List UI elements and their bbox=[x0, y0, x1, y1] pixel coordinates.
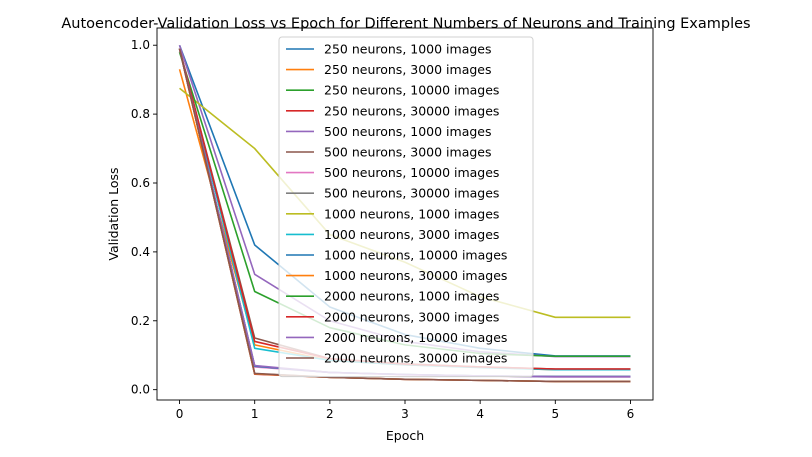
legend-label: 2000 neurons, 3000 images bbox=[324, 309, 499, 324]
legend-label: 500 neurons, 30000 images bbox=[324, 186, 499, 201]
y-tick-label: 0.0 bbox=[131, 383, 150, 397]
x-tick-label: 2 bbox=[326, 407, 334, 421]
series-line-16 bbox=[178, 48, 631, 383]
legend-label: 1000 neurons, 1000 images bbox=[324, 206, 499, 221]
y-tick-label: 0.8 bbox=[131, 107, 150, 121]
x-tick-label: 3 bbox=[401, 407, 409, 421]
legend-label: 2000 neurons, 10000 images bbox=[324, 330, 507, 345]
y-axis-label: Validation Loss bbox=[106, 167, 121, 260]
legend-label: 500 neurons, 3000 images bbox=[324, 145, 492, 160]
legend-label: 250 neurons, 3000 images bbox=[324, 62, 492, 77]
y-tick-label: 0.4 bbox=[131, 245, 150, 259]
x-axis-label: Epoch bbox=[386, 428, 424, 443]
legend-label: 2000 neurons, 1000 images bbox=[324, 289, 499, 304]
legend-label: 500 neurons, 10000 images bbox=[324, 165, 499, 180]
y-tick-label: 1.0 bbox=[131, 38, 150, 52]
chart-title: Autoencoder-Validation Loss vs Epoch for… bbox=[61, 16, 750, 32]
legend-label: 250 neurons, 10000 images bbox=[324, 83, 499, 98]
y-tick-label: 0.2 bbox=[131, 314, 150, 328]
y-tick-label: 0.6 bbox=[131, 176, 150, 190]
legend-label: 250 neurons, 1000 images bbox=[324, 42, 492, 57]
legend: 250 neurons, 1000 images 250 neurons, 300… bbox=[278, 36, 534, 378]
x-tick-label: 4 bbox=[476, 407, 484, 421]
legend-label: 2000 neurons, 30000 images bbox=[324, 351, 507, 366]
x-tick-label: 5 bbox=[551, 407, 559, 421]
legend-box bbox=[278, 36, 534, 378]
legend-label: 1000 neurons, 30000 images bbox=[324, 268, 507, 283]
legend-label: 250 neurons, 30000 images bbox=[324, 103, 499, 118]
legend-label: 500 neurons, 1000 images bbox=[324, 124, 492, 139]
x-tick-label: 1 bbox=[251, 407, 259, 421]
x-tick-label: 6 bbox=[627, 407, 635, 421]
x-tick-label: 0 bbox=[176, 407, 184, 421]
legend-label: 1000 neurons, 10000 images bbox=[324, 248, 507, 263]
legend-label: 1000 neurons, 3000 images bbox=[324, 227, 499, 242]
